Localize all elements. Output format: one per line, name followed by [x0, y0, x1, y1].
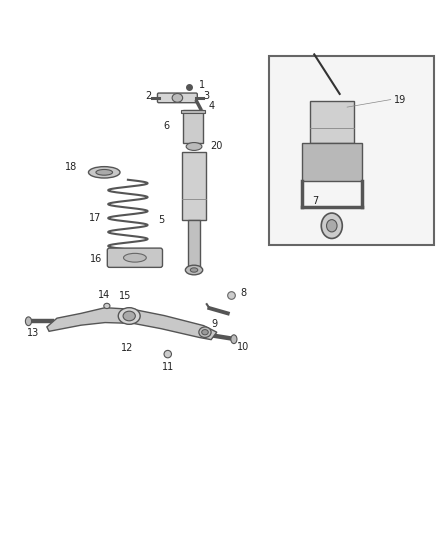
Ellipse shape	[172, 93, 183, 102]
Bar	[269, 56, 434, 245]
Ellipse shape	[231, 335, 237, 344]
Text: 4: 4	[208, 101, 215, 111]
FancyBboxPatch shape	[107, 248, 162, 268]
Text: 19: 19	[394, 94, 406, 104]
Text: 1: 1	[199, 80, 205, 90]
Ellipse shape	[96, 169, 113, 175]
Ellipse shape	[201, 329, 208, 335]
Text: 10: 10	[237, 342, 249, 352]
Text: 13: 13	[27, 328, 39, 338]
Ellipse shape	[185, 265, 203, 275]
Ellipse shape	[123, 311, 135, 321]
Text: 8: 8	[240, 288, 246, 298]
Text: 16: 16	[90, 254, 102, 264]
Bar	[181, 110, 205, 113]
Ellipse shape	[321, 213, 343, 238]
Polygon shape	[47, 308, 217, 340]
Ellipse shape	[88, 167, 120, 178]
Ellipse shape	[190, 268, 198, 272]
Text: 17: 17	[89, 213, 102, 223]
Bar	[302, 143, 362, 181]
Bar	[183, 110, 203, 143]
Text: 3: 3	[204, 91, 210, 101]
Ellipse shape	[104, 303, 110, 309]
Text: 15: 15	[119, 290, 131, 301]
Text: 18: 18	[65, 162, 77, 172]
Ellipse shape	[25, 317, 32, 326]
Text: 14: 14	[98, 290, 110, 300]
Bar	[188, 220, 200, 270]
Bar	[182, 152, 206, 220]
Text: 2: 2	[146, 91, 152, 101]
Ellipse shape	[199, 327, 211, 337]
Ellipse shape	[118, 308, 140, 324]
Text: 12: 12	[121, 343, 133, 353]
Ellipse shape	[326, 220, 337, 232]
Ellipse shape	[186, 142, 202, 150]
Text: 7: 7	[312, 196, 319, 206]
Bar	[310, 101, 354, 143]
FancyBboxPatch shape	[158, 93, 197, 103]
Ellipse shape	[124, 253, 146, 262]
Text: 20: 20	[211, 141, 223, 151]
Text: 9: 9	[212, 319, 218, 329]
Text: 5: 5	[158, 215, 164, 224]
Text: 6: 6	[164, 122, 170, 131]
Text: 11: 11	[162, 362, 174, 372]
Ellipse shape	[164, 350, 172, 358]
